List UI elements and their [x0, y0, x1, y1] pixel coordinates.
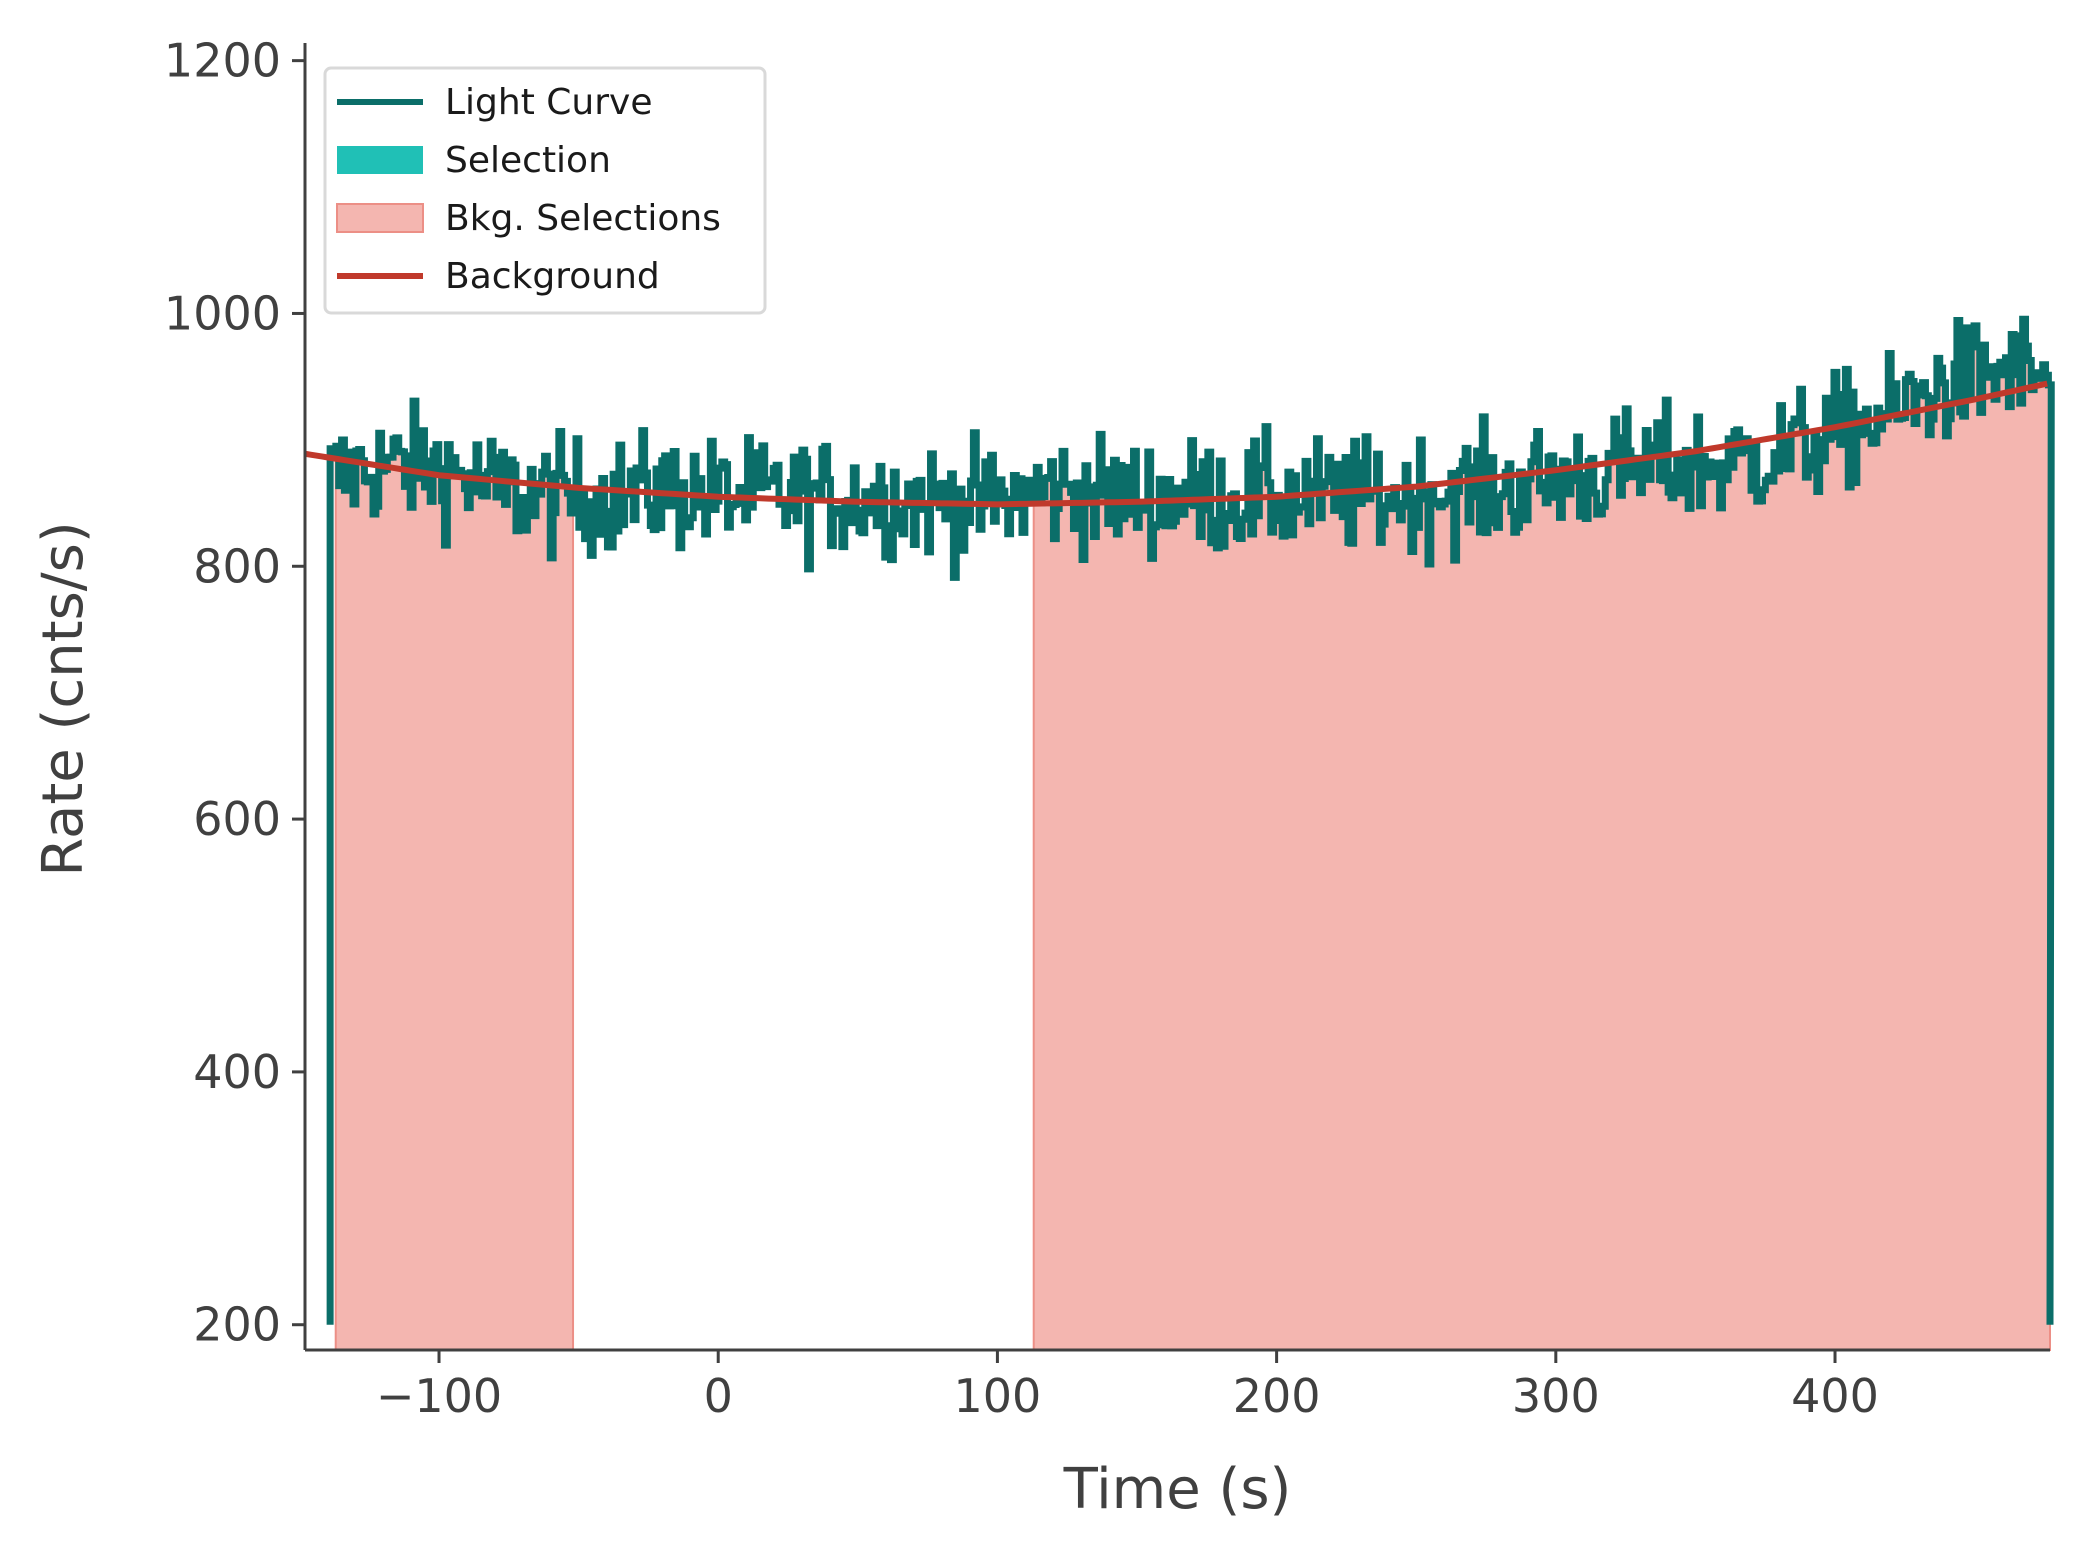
- x-tick-label: 100: [954, 1369, 1042, 1423]
- x-tick-label: 300: [1512, 1369, 1600, 1423]
- y-tick-label: 200: [193, 1298, 281, 1352]
- y-tick-label: 800: [193, 539, 281, 593]
- legend-label-3: Bkg. Selections: [445, 198, 721, 239]
- legend-swatch-3: [336, 203, 424, 233]
- y-tick-label: 400: [193, 1045, 281, 1099]
- legend-label-2: Selection: [445, 140, 611, 181]
- legend-swatch-2: [337, 146, 423, 174]
- legend-label-1: Light Curve: [445, 82, 653, 123]
- x-axis-label: Time (s): [1063, 1457, 1292, 1522]
- legend: Light Curve Selection Bkg. Selections Backg…: [323, 66, 767, 315]
- axes: −100 0 100 200 300 400 200 400 600 800 1000 1200 Tim…: [31, 34, 2050, 1522]
- bkg-selection-1: [334, 400, 575, 1351]
- background-fit-layer: [304, 380, 2048, 508]
- x-tick-label: 400: [1791, 1369, 1879, 1423]
- y-tick-label: 600: [193, 792, 281, 846]
- light-curve-layer: [326, 315, 2055, 1325]
- y-tick-label: 1000: [164, 286, 281, 340]
- x-tick-label: −100: [376, 1369, 502, 1423]
- light-curve-series: [326, 315, 2055, 1325]
- x-tick-label: 200: [1233, 1369, 1321, 1423]
- x-tick-label: 0: [704, 1369, 733, 1423]
- legend-box: [323, 66, 767, 315]
- background-fit-line: [304, 380, 2048, 508]
- y-tick-label: 1200: [164, 34, 281, 88]
- legend-label-4: Background: [445, 256, 660, 297]
- y-axis-label: Rate (cnts/s): [31, 521, 96, 876]
